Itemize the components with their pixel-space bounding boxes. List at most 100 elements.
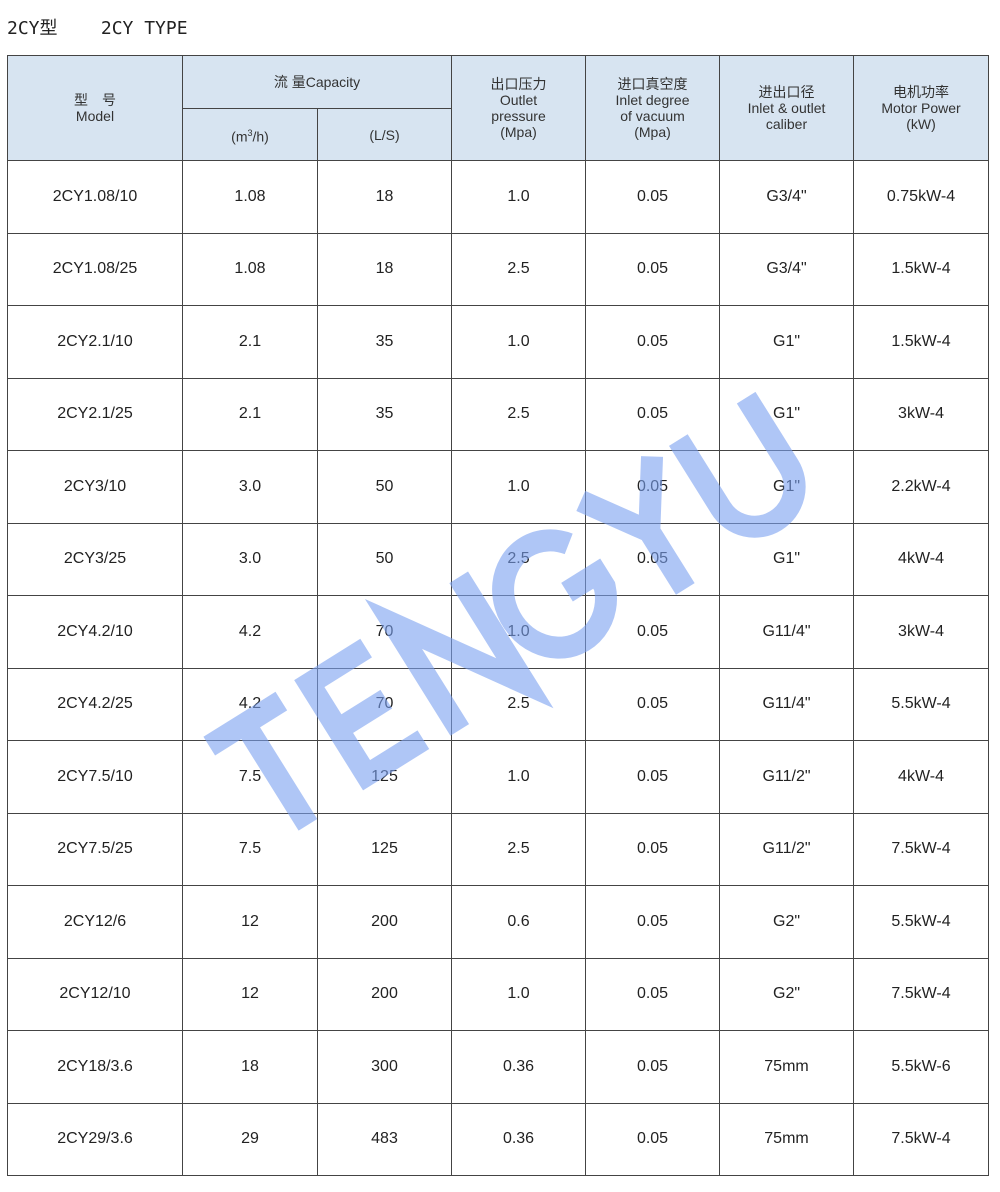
cell-model: 2CY12/10 bbox=[7, 957, 183, 1031]
cell-model: 2CY3/10 bbox=[7, 450, 183, 524]
table-row: 2CY3/25 3.0 50 2.5 0.05 G1" 4kW-4 bbox=[7, 522, 990, 596]
cell-capacity-m3h: 7.5 bbox=[182, 812, 318, 886]
table-row: 2CY7.5/25 7.5 125 2.5 0.05 G11/2" 7.5kW-4 bbox=[7, 812, 990, 886]
cell-capacity-m3h: 7.5 bbox=[182, 740, 318, 814]
cell-outlet-pressure: 2.5 bbox=[451, 377, 587, 451]
cell-capacity-m3h: 4.2 bbox=[182, 595, 318, 669]
cell-inlet-vacuum: 0.05 bbox=[585, 232, 721, 306]
unit-text: /h) bbox=[252, 128, 269, 145]
table-row: 2CY18/3.6 18 300 0.36 0.05 75mm 5.5kW-6 bbox=[7, 1030, 990, 1104]
cell-capacity-ls: 70 bbox=[316, 667, 453, 741]
header-line: Inlet & outlet bbox=[747, 100, 826, 116]
header-line: (kW) bbox=[906, 116, 936, 132]
header-line: 进口真空度 bbox=[617, 76, 688, 92]
cell-outlet-pressure: 1.0 bbox=[451, 160, 587, 234]
cell-capacity-m3h: 12 bbox=[182, 885, 318, 959]
cell-capacity-ls: 125 bbox=[316, 812, 453, 886]
cell-capacity-ls: 18 bbox=[316, 160, 453, 234]
cell-motor-power: 3kW-4 bbox=[853, 377, 990, 451]
cell-model: 2CY2.1/10 bbox=[7, 305, 183, 379]
cell-inlet-vacuum: 0.05 bbox=[585, 667, 721, 741]
cell-motor-power: 4kW-4 bbox=[853, 522, 990, 596]
cell-caliber: G1" bbox=[719, 522, 855, 596]
spec-table: 型 号 Model 流 量Capacity 出口压力 Outlet pressure(… bbox=[7, 55, 990, 1176]
cell-motor-power: 7.5kW-4 bbox=[853, 1102, 990, 1176]
unit-superscript: 3 bbox=[247, 127, 253, 138]
cell-outlet-pressure: 2.5 bbox=[451, 522, 587, 596]
unit-text: (m bbox=[231, 128, 248, 145]
cell-capacity-m3h: 4.2 bbox=[182, 667, 318, 741]
cell-model: 2CY4.2/25 bbox=[7, 667, 183, 741]
header-line: pressure bbox=[491, 108, 546, 124]
header-line: (Mpa) bbox=[500, 124, 537, 140]
cell-capacity-m3h: 1.08 bbox=[182, 160, 318, 234]
cell-capacity-ls: 200 bbox=[316, 885, 453, 959]
table-row: 2CY2.1/10 2.1 35 1.0 0.05 G1" 1.5kW-4 bbox=[7, 305, 990, 379]
cell-caliber: 75mm bbox=[719, 1102, 855, 1176]
header-motor-power: 电机功率 Motor Power (kW) bbox=[853, 55, 990, 161]
table-row: 2CY1.08/25 1.08 18 2.5 0.05 G3/4" 1.5kW-4 bbox=[7, 232, 990, 306]
table-row: 2CY7.5/10 7.5 125 1.0 0.05 G11/2" 4kW-4 bbox=[7, 740, 990, 814]
header-inlet-vacuum: 进口真空度 Inlet degree of vacuum (Mpa) bbox=[585, 55, 721, 161]
cell-capacity-ls: 300 bbox=[316, 1030, 453, 1104]
header-line: Outlet bbox=[499, 92, 538, 108]
cell-capacity-m3h: 1.08 bbox=[182, 232, 318, 306]
cell-caliber: G11/4" bbox=[719, 667, 855, 741]
cell-inlet-vacuum: 0.05 bbox=[585, 740, 721, 814]
cell-inlet-vacuum: 0.05 bbox=[585, 305, 721, 379]
cell-inlet-vacuum: 0.05 bbox=[585, 812, 721, 886]
cell-inlet-vacuum: 0.05 bbox=[585, 885, 721, 959]
table-row: 2CY4.2/10 4.2 70 1.0 0.05 G11/4" 3kW-4 bbox=[7, 595, 990, 669]
cell-model: 2CY3/25 bbox=[7, 522, 183, 596]
cell-caliber: G2" bbox=[719, 957, 855, 1031]
cell-caliber: G11/2" bbox=[719, 812, 855, 886]
header-line: caliber bbox=[765, 116, 808, 132]
cell-capacity-m3h: 12 bbox=[182, 957, 318, 1031]
cell-model: 2CY7.5/10 bbox=[7, 740, 183, 814]
cell-capacity-ls: 35 bbox=[316, 305, 453, 379]
cell-motor-power: 7.5kW-4 bbox=[853, 957, 990, 1031]
header-line: Inlet degree bbox=[615, 92, 690, 108]
cell-caliber: G1" bbox=[719, 450, 855, 524]
cell-capacity-ls: 35 bbox=[316, 377, 453, 451]
cell-motor-power: 5.5kW-6 bbox=[853, 1030, 990, 1104]
header-model: 型 号 Model bbox=[7, 55, 183, 161]
header-line: 电机功率 bbox=[893, 84, 950, 100]
cell-motor-power: 1.5kW-4 bbox=[853, 305, 990, 379]
cell-capacity-ls: 50 bbox=[316, 450, 453, 524]
cell-capacity-m3h: 3.0 bbox=[182, 522, 318, 596]
cell-outlet-pressure: 1.0 bbox=[451, 305, 587, 379]
cell-caliber: G11/4" bbox=[719, 595, 855, 669]
cell-motor-power: 5.5kW-4 bbox=[853, 667, 990, 741]
cell-inlet-vacuum: 0.05 bbox=[585, 377, 721, 451]
cell-caliber: 75mm bbox=[719, 1030, 855, 1104]
cell-motor-power: 7.5kW-4 bbox=[853, 812, 990, 886]
cell-model: 2CY1.08/25 bbox=[7, 232, 183, 306]
cell-capacity-ls: 70 bbox=[316, 595, 453, 669]
cell-model: 2CY1.08/10 bbox=[7, 160, 183, 234]
cell-motor-power: 3kW-4 bbox=[853, 595, 990, 669]
header-capacity: 流 量Capacity bbox=[181, 55, 453, 109]
cell-model: 2CY12/6 bbox=[7, 885, 183, 959]
cell-capacity-m3h: 2.1 bbox=[182, 305, 318, 379]
cell-outlet-pressure: 2.5 bbox=[451, 232, 587, 306]
header-line: of vacuum bbox=[620, 108, 685, 124]
cell-capacity-ls: 483 bbox=[316, 1102, 453, 1176]
table-row: 2CY12/6 12 200 0.6 0.05 G2" 5.5kW-4 bbox=[7, 885, 990, 959]
table-row: 2CY1.08/10 1.08 18 1.0 0.05 G3/4" 0.75kW-4 bbox=[7, 160, 990, 234]
cell-capacity-ls: 125 bbox=[316, 740, 453, 814]
cell-outlet-pressure: 0.36 bbox=[451, 1030, 587, 1104]
cell-motor-power: 4kW-4 bbox=[853, 740, 990, 814]
header-line: (Mpa) bbox=[634, 124, 671, 140]
cell-motor-power: 2.2kW-4 bbox=[853, 450, 990, 524]
cell-caliber: G3/4" bbox=[719, 160, 855, 234]
table-row: 2CY12/10 12 200 1.0 0.05 G2" 7.5kW-4 bbox=[7, 957, 990, 1031]
header-caliber: 进出口径 Inlet & outlet caliber bbox=[719, 55, 855, 161]
cell-model: 2CY2.1/25 bbox=[7, 377, 183, 451]
cell-model: 2CY7.5/25 bbox=[7, 812, 183, 886]
cell-outlet-pressure: 0.36 bbox=[451, 1102, 587, 1176]
cell-inlet-vacuum: 0.05 bbox=[585, 1102, 721, 1176]
header-line: 出口压力 bbox=[490, 76, 547, 92]
cell-inlet-vacuum: 0.05 bbox=[585, 450, 721, 524]
cell-capacity-m3h: 18 bbox=[182, 1030, 318, 1104]
